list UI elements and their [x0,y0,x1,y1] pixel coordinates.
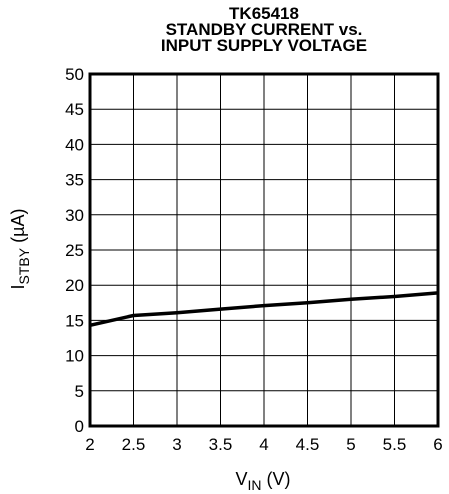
y-tick-labels: 0 5 10 15 20 25 30 35 40 45 50 [65,65,84,436]
y-axis-label-main: I [8,284,28,289]
plot-frame [88,72,440,428]
y-tick-label: 50 [65,65,84,84]
grid [89,73,439,427]
x-tick-label: 3 [172,435,181,454]
y-tick-label: 35 [65,171,84,190]
series-group [89,291,439,328]
x-tick-label: 5.5 [383,435,407,454]
y-axis-label: ISTBY (µA) [8,209,32,290]
y-axis-label-sub: STBY [16,247,32,284]
y-tick-label: 0 [75,417,84,436]
y-tick-label: 20 [65,276,84,295]
y-axis-label-unit: (µA) [8,209,28,248]
y-tick-label: 30 [65,206,84,225]
y-tick-label: 5 [75,382,84,401]
y-tick-label: 45 [65,100,84,119]
x-tick-label: 3.5 [209,435,233,454]
x-tick-label: 4.5 [296,435,320,454]
x-tick-label: 6 [433,435,442,454]
x-tick-label: 5 [346,435,355,454]
x-tick-labels: 2 2.5 3 3.5 4 4.5 5 5.5 6 [85,435,442,454]
chart-title-line-1: TK65418 [229,4,299,23]
y-tick-label: 25 [65,241,84,260]
x-tick-label: 2.5 [122,435,146,454]
chart-title-line-2: STANDBY CURRENT vs. [165,20,363,39]
x-axis-label-unit: (V) [262,469,291,489]
x-axis-label-main: V [235,469,247,489]
y-tick-label: 40 [65,135,84,154]
y-tick-label: 10 [65,347,84,366]
y-tick-label: 15 [65,311,84,330]
x-tick-label: 4 [259,435,268,454]
series-line [89,291,439,328]
x-axis-label-sub: IN [248,477,262,493]
chart-title-line-3: INPUT SUPPLY VOLTAGE [160,36,368,55]
x-axis-label: VIN (V) [235,469,290,493]
x-tick-label: 2 [85,435,94,454]
